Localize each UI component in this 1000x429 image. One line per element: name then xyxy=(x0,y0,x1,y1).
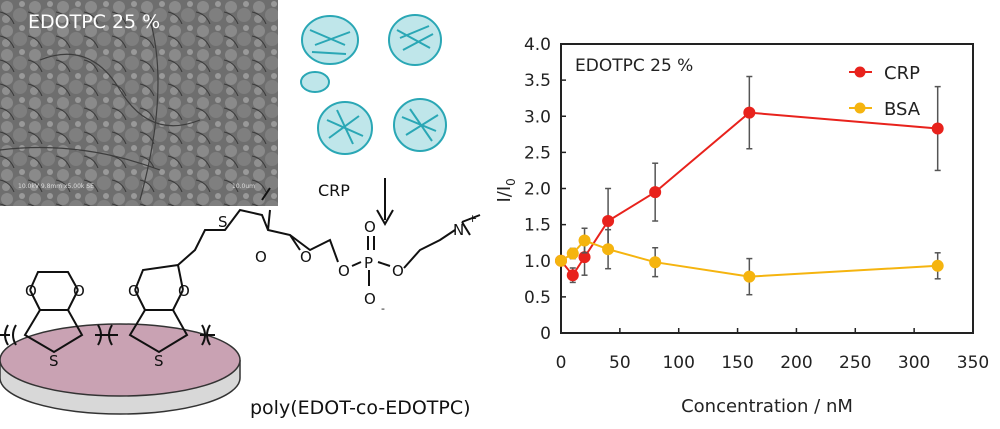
x-tick-label: 0 xyxy=(556,353,567,373)
legend-label: CRP xyxy=(884,63,920,84)
y-axis-label: I/I0 xyxy=(494,178,518,202)
y-tick-label: 1.5 xyxy=(524,216,551,236)
plot-frame xyxy=(560,43,974,334)
x-axis-label: Concentration / nM xyxy=(681,396,853,417)
arrow-down-icon xyxy=(376,178,394,227)
chart-annotation: EDOTPC 25 % xyxy=(575,56,693,76)
data-point xyxy=(649,186,662,199)
data-point xyxy=(566,269,579,282)
atom-n: N xyxy=(453,221,464,239)
atom-o: O xyxy=(392,262,404,280)
data-point xyxy=(649,256,662,269)
y-tick-label: 2.0 xyxy=(524,180,551,200)
atom-o: O xyxy=(25,282,37,300)
x-tick-label: 300 xyxy=(898,353,930,373)
data-point xyxy=(555,254,567,267)
data-point xyxy=(931,259,944,272)
data-point xyxy=(743,270,756,283)
x-tick-label: 350 xyxy=(957,353,989,373)
atom-p: P xyxy=(364,254,373,272)
y-tick-label: 4.0 xyxy=(524,35,551,55)
polymer-structure xyxy=(0,187,481,354)
atom-o: O xyxy=(178,282,190,300)
x-tick-label: 50 xyxy=(609,353,631,373)
x-tick-label: 100 xyxy=(662,353,694,373)
atom-o: O xyxy=(73,282,85,300)
atom-o: O xyxy=(364,218,376,236)
crp-label: CRP xyxy=(318,181,350,200)
atom-o: O xyxy=(364,290,376,308)
atom-o: O xyxy=(255,248,267,266)
y-tick-label: 1.0 xyxy=(524,252,551,272)
atom-o: O xyxy=(338,262,350,280)
sem-scale-info: 10.0kV 9.8mm x5.00k SE xyxy=(18,183,94,190)
data-point xyxy=(931,122,944,135)
data-point xyxy=(566,247,579,260)
legend-marker xyxy=(854,66,866,78)
series-bsa xyxy=(555,227,944,296)
legend-marker xyxy=(854,102,866,114)
y-tick-label: 0.5 xyxy=(524,288,551,308)
x-tick-label: 250 xyxy=(839,353,871,373)
data-point xyxy=(602,243,615,256)
atom-o: O xyxy=(128,282,140,300)
legend-label: BSA xyxy=(884,99,921,120)
electrode-disk xyxy=(0,323,241,415)
crp-protein-image xyxy=(300,14,447,155)
y-tick-label: 3.5 xyxy=(524,71,551,91)
chart: 0 0.5 1.0 1.5 2.0 2.5 3.0 3.5 4.0 0 50 100 150 200 250… xyxy=(494,35,989,417)
y-tick-label: 0 xyxy=(540,324,551,344)
data-point xyxy=(602,215,615,228)
x-tick-label: 200 xyxy=(780,353,812,373)
data-point xyxy=(578,251,591,264)
x-tick-label: 150 xyxy=(721,353,753,373)
data-point xyxy=(743,106,756,119)
atom-s: S xyxy=(218,213,228,231)
charge-plus: + xyxy=(468,212,477,225)
sem-label: EDOTPC 25 % xyxy=(28,11,160,33)
y-axis-label-subscript: 0 xyxy=(504,178,518,186)
atom-s: S xyxy=(154,352,164,370)
atom-s: S xyxy=(49,352,59,370)
polymer-name: poly(EDOT-co-EDOTPC) xyxy=(250,397,471,419)
atom-o: O xyxy=(300,248,312,266)
sem-image: EDOTPC 25 % 10.0kV 9.8mm x5.00k SE 10.0u… xyxy=(0,0,278,206)
y-tick-label: 2.5 xyxy=(524,143,551,163)
charge-minus: - xyxy=(381,302,385,315)
y-tick-label: 3.0 xyxy=(524,107,551,127)
sem-scale-bar: 10.0um xyxy=(232,183,255,190)
data-point xyxy=(578,234,591,247)
